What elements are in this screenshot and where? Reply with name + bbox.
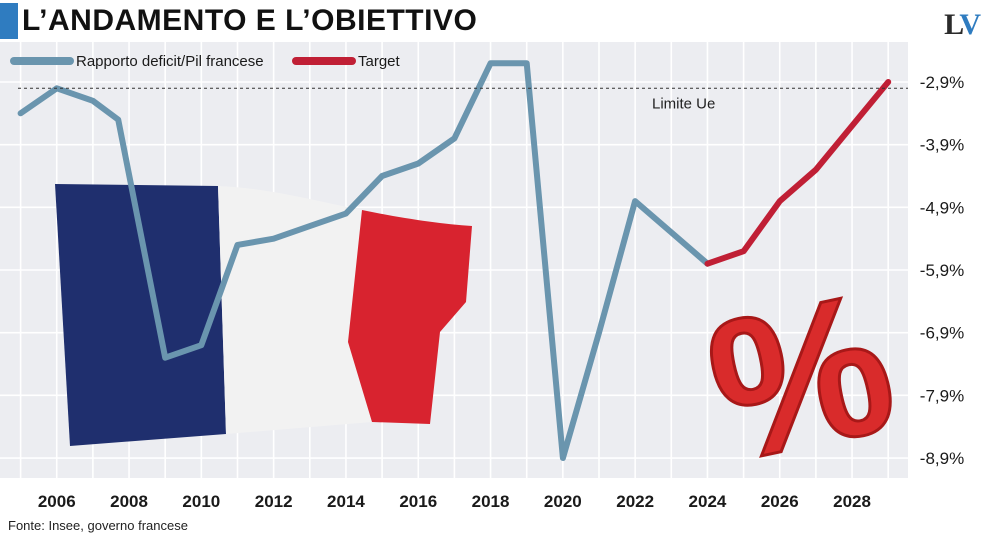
y-tick-label: -3,9% bbox=[920, 136, 964, 155]
logo-letter-l: L bbox=[944, 8, 961, 41]
logo: LV bbox=[944, 8, 981, 42]
x-tick-label: 2012 bbox=[255, 492, 293, 511]
reference-line-label: Limite Ue bbox=[652, 95, 715, 112]
x-tick-label: 2022 bbox=[616, 492, 654, 511]
title-accent bbox=[0, 3, 18, 39]
chart: % Limite Ue-2,9%-3,9%-4,9%-5,9%-6,9%-7,9… bbox=[0, 42, 964, 511]
y-tick-label: -8,9% bbox=[920, 449, 964, 468]
flag-white-stripe bbox=[218, 186, 372, 434]
chart-title: L’ANDAMENTO E L’OBIETTIVO bbox=[22, 4, 478, 37]
flag-red-stripe bbox=[348, 210, 472, 424]
y-tick-label: -7,9% bbox=[920, 386, 964, 405]
legend-label: Rapporto deficit/Pil francese bbox=[76, 53, 264, 70]
x-tick-label: 2020 bbox=[544, 492, 582, 511]
flag-blue-stripe bbox=[55, 184, 226, 446]
x-tick-label: 2018 bbox=[472, 492, 510, 511]
series-line-target bbox=[704, 79, 892, 267]
x-tick-label: 2026 bbox=[761, 492, 799, 511]
x-tick-label: 2010 bbox=[182, 492, 220, 511]
x-tick-label: 2028 bbox=[833, 492, 871, 511]
x-tick-label: 2008 bbox=[110, 492, 148, 511]
title-bar: L’ANDAMENTO E L’OBIETTIVO LV bbox=[0, 0, 993, 42]
x-tick-label: 2006 bbox=[38, 492, 76, 511]
y-tick-label: -4,9% bbox=[920, 198, 964, 217]
y-tick-label: -6,9% bbox=[920, 324, 964, 343]
x-tick-label: 2014 bbox=[327, 492, 365, 511]
series-line-actual bbox=[17, 60, 711, 461]
y-tick-label: -5,9% bbox=[920, 261, 964, 280]
logo-letter-v: V bbox=[959, 8, 981, 41]
y-tick-label: -2,9% bbox=[920, 73, 964, 92]
x-tick-label: 2016 bbox=[399, 492, 437, 511]
legend-label: Target bbox=[358, 53, 401, 70]
x-tick-label: 2024 bbox=[689, 492, 727, 511]
source-note: Fonte: Insee, governo francese bbox=[8, 518, 188, 533]
